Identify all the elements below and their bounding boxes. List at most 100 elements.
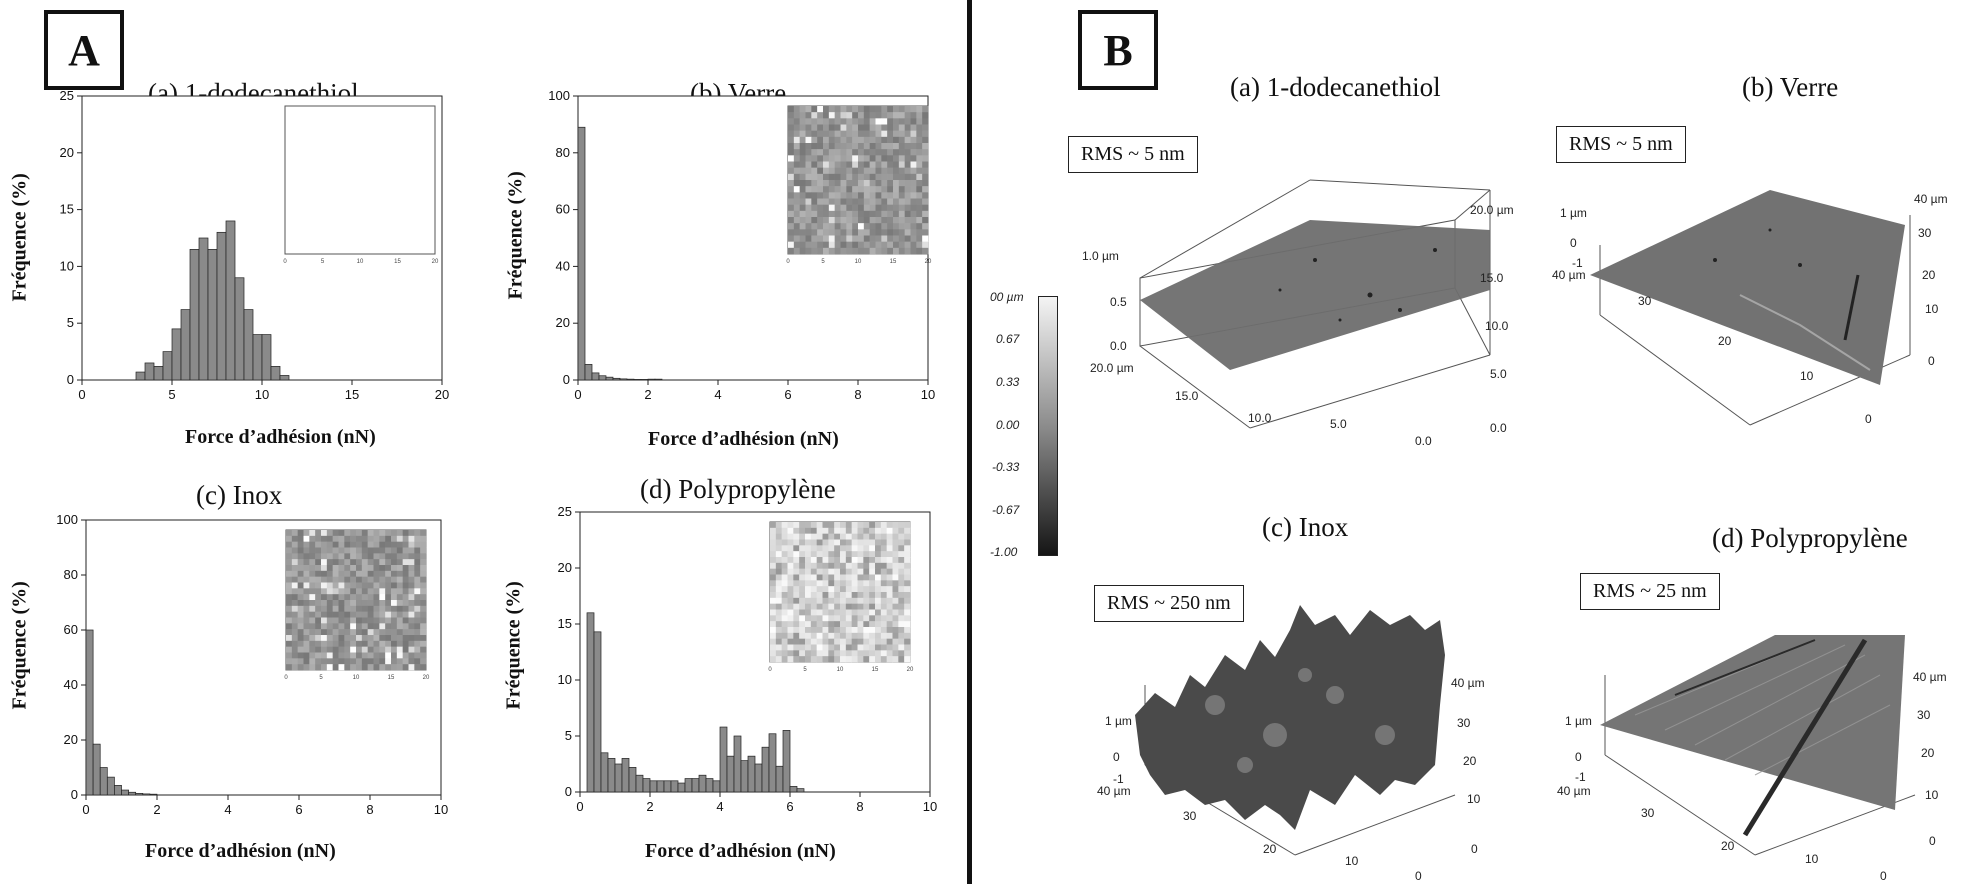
x-tick: 0.0 xyxy=(1415,434,1432,448)
histogram-bar xyxy=(162,351,173,381)
histogram-bar xyxy=(279,375,290,381)
histogram-bar xyxy=(216,231,227,381)
histogram-bar xyxy=(207,249,218,381)
svg-text:20: 20 xyxy=(423,675,430,681)
x-tick: 0 xyxy=(1865,412,1872,426)
height-colorbar: 00 µm 0.67 0.33 0.00 -0.33 -0.67 -1.00 xyxy=(990,288,1070,559)
x-tick-label: 6 xyxy=(784,387,791,402)
y-tick: 0 xyxy=(1929,834,1936,848)
y-axis-label: Fréquence (%) xyxy=(504,171,527,300)
x-tick: 40 µm xyxy=(1552,268,1586,282)
svg-text:20: 20 xyxy=(907,667,914,673)
y-tick: 0 xyxy=(1928,354,1935,368)
x-tick: 30 xyxy=(1638,294,1652,308)
x-tick-label: 10 xyxy=(923,799,937,814)
histogram-bar xyxy=(135,793,144,796)
svg-text:0: 0 xyxy=(786,259,790,265)
histogram-bar xyxy=(270,366,281,381)
inset-adhesion-map: 0 5 10 15 20 xyxy=(284,529,430,681)
y-tick: 30 xyxy=(1457,716,1471,730)
svg-text:5: 5 xyxy=(319,675,323,681)
histogram-title: (d) Polypropylène xyxy=(640,474,836,504)
x-tick-label: 10 xyxy=(921,387,935,402)
z-tick: 1 µm xyxy=(1560,206,1587,220)
x-tick: 40 µm xyxy=(1557,784,1591,798)
histogram-bar xyxy=(628,767,637,793)
rms-box-polypropylene: RMS ~ 25 nm xyxy=(1580,573,1720,610)
rms-box-inox: RMS ~ 250 nm xyxy=(1094,585,1244,622)
colorbar-label: 0.33 xyxy=(996,375,1020,389)
histogram-bar xyxy=(99,767,108,796)
panel-divider xyxy=(967,0,972,884)
x-tick: 20.0 µm xyxy=(1090,361,1134,375)
histogram-bar xyxy=(114,785,122,796)
histogram-bar xyxy=(144,362,155,381)
svg-text:10: 10 xyxy=(357,259,364,265)
x-tick-label: 15 xyxy=(345,387,359,402)
surface-plot-dodecanethiol: 1.0 µm 0.5 0.0 20.0 µm 15.0 10.0 5.0 0.0… xyxy=(1080,160,1530,460)
histogram-bar xyxy=(261,334,272,381)
histogram-bar xyxy=(586,612,595,793)
y-tick: 40 µm xyxy=(1914,192,1948,206)
z-tick: -1 xyxy=(1572,256,1583,270)
y-tick-label: 100 xyxy=(56,512,78,527)
histogram-bar xyxy=(633,379,642,381)
panel-a-label: A xyxy=(44,10,124,90)
surface-plot-inox: 1 µm 0 -1 40 µm 30 20 10 0 40 µm 30 20 1… xyxy=(1095,595,1515,883)
histogram-bar xyxy=(796,788,805,793)
x-tick-label: 8 xyxy=(854,387,861,402)
histogram-title: (c) Inox xyxy=(196,480,283,510)
colorbar-label: 0.00 xyxy=(996,418,1020,432)
svg-text:0: 0 xyxy=(283,259,287,265)
surface-title-inox: (c) Inox xyxy=(1262,512,1349,542)
surface-plot-polypropylene: 1 µm 0 -1 40 µm 30 20 10 0 40 µm 30 20 1… xyxy=(1555,595,1968,883)
histogram-bar xyxy=(584,364,593,381)
x-tick: 30 xyxy=(1183,809,1197,823)
histogram-bar xyxy=(733,735,742,793)
histogram-bar xyxy=(591,372,600,381)
x-tick-label: 0 xyxy=(576,799,583,814)
svg-text:5: 5 xyxy=(803,667,807,673)
y-tick-label: 20 xyxy=(60,145,74,160)
histogram-bar xyxy=(677,782,686,793)
z-tick: -1 xyxy=(1575,770,1586,784)
y-tick-label: 5 xyxy=(565,728,572,743)
y-tick: 20 xyxy=(1921,746,1935,760)
histogram-bar xyxy=(740,760,749,793)
histogram-bar xyxy=(128,791,137,796)
y-tick-label: 15 xyxy=(60,202,74,217)
histogram-bar xyxy=(225,220,236,381)
x-tick-label: 2 xyxy=(153,802,160,817)
surface-title-verre: (b) Verre xyxy=(1742,72,1839,102)
histogram-bar xyxy=(789,786,798,793)
colorbar-gradient xyxy=(1038,296,1058,556)
y-tick-label: 0 xyxy=(563,372,570,387)
histogram-bar xyxy=(600,752,609,793)
histogram-bar xyxy=(243,309,254,381)
y-tick-label: 10 xyxy=(558,672,572,687)
x-tick-label: 6 xyxy=(295,802,302,817)
histogram-bar xyxy=(106,776,115,796)
x-tick-label: 4 xyxy=(716,799,723,814)
histogram-bar xyxy=(171,328,182,381)
y-tick-label: 80 xyxy=(556,145,570,160)
y-tick: 30 xyxy=(1918,226,1932,240)
x-tick: 40 µm xyxy=(1097,784,1131,798)
y-tick: 40 µm xyxy=(1451,676,1485,690)
svg-text:5: 5 xyxy=(321,259,325,265)
histogram-bar xyxy=(577,126,586,381)
histogram-bar xyxy=(85,629,94,796)
y-tick: 10 xyxy=(1467,792,1481,806)
y-axis-label: Fréquence (%) xyxy=(8,173,31,302)
x-tick: 5.0 xyxy=(1330,417,1347,431)
y-tick-label: 25 xyxy=(60,88,74,103)
histogram-bar xyxy=(121,789,129,796)
histogram-bar xyxy=(612,377,621,381)
y-tick-label: 20 xyxy=(558,560,572,575)
svg-text:5: 5 xyxy=(821,259,825,265)
histogram-bar xyxy=(198,237,209,381)
histogram-bar xyxy=(598,375,607,381)
histogram-bar xyxy=(712,780,721,793)
y-axis-label: Fréquence (%) xyxy=(8,581,31,710)
